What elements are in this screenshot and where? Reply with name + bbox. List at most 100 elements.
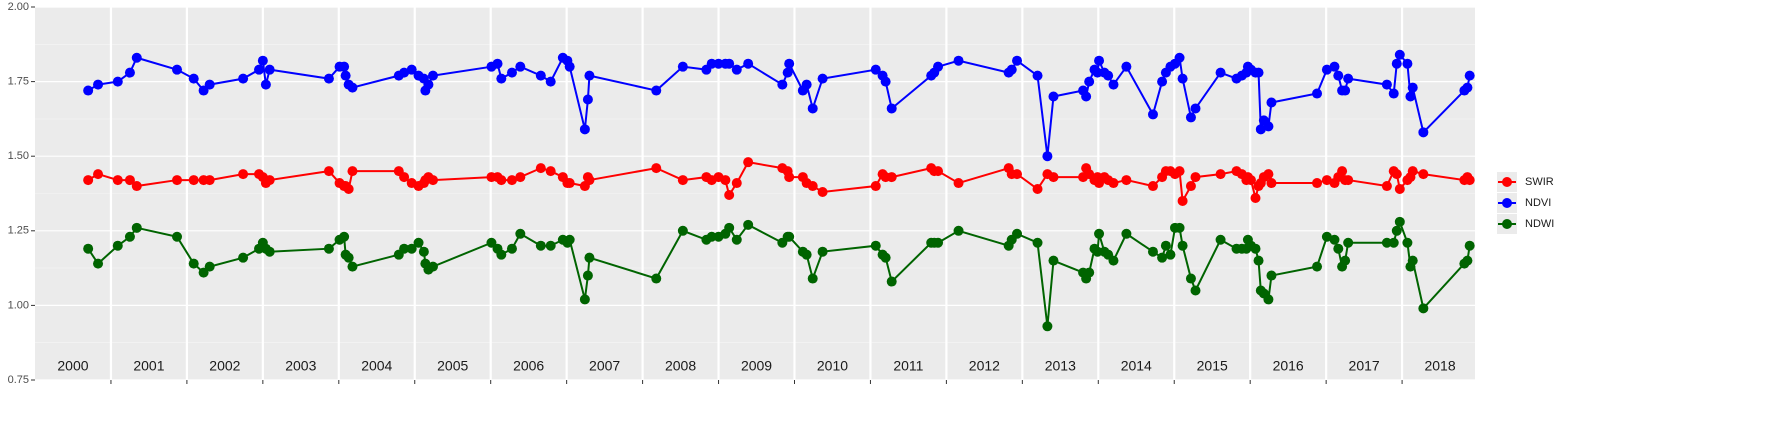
point <box>651 85 662 96</box>
point <box>112 76 123 87</box>
point <box>260 79 271 90</box>
year-label: 2005 <box>437 358 468 374</box>
point <box>418 246 429 257</box>
point <box>886 276 897 287</box>
point <box>1174 52 1185 63</box>
point <box>1312 261 1323 272</box>
point <box>1321 175 1332 186</box>
point <box>564 234 575 245</box>
point <box>93 169 104 180</box>
legend-point <box>1502 219 1512 229</box>
point <box>1407 166 1418 177</box>
point <box>204 175 215 186</box>
point <box>323 73 334 84</box>
point <box>584 175 595 186</box>
point <box>724 58 735 69</box>
point <box>1340 85 1351 96</box>
series <box>83 157 1475 206</box>
point <box>347 261 358 272</box>
point <box>1329 61 1340 72</box>
point <box>1165 249 1176 260</box>
point <box>1407 82 1418 93</box>
point <box>1253 255 1264 266</box>
point <box>777 79 788 90</box>
point <box>731 64 742 75</box>
point <box>731 234 742 245</box>
point <box>817 246 828 257</box>
point <box>131 222 142 233</box>
point <box>506 67 517 78</box>
point <box>535 240 546 251</box>
point <box>124 231 135 242</box>
year-label: 2015 <box>1197 358 1228 374</box>
point <box>1042 321 1053 332</box>
point <box>1084 267 1095 278</box>
point <box>677 225 688 236</box>
year-label: 2014 <box>1121 358 1152 374</box>
point <box>807 181 818 192</box>
point <box>1185 112 1196 123</box>
point <box>584 252 595 263</box>
point <box>340 70 351 81</box>
point <box>1394 49 1405 60</box>
point <box>1006 64 1017 75</box>
point <box>1253 67 1264 78</box>
point <box>1381 237 1392 248</box>
point <box>427 70 438 81</box>
point <box>953 178 964 189</box>
point <box>399 67 410 78</box>
point <box>1388 88 1399 99</box>
year-label: 2000 <box>57 358 88 374</box>
point <box>743 157 754 168</box>
point <box>1032 184 1043 195</box>
point <box>131 181 142 192</box>
point <box>492 58 503 69</box>
point <box>496 175 507 186</box>
point <box>564 61 575 72</box>
point <box>343 184 354 195</box>
point <box>1190 172 1201 183</box>
point <box>713 58 724 69</box>
point <box>1337 166 1348 177</box>
year-label: 2002 <box>209 358 240 374</box>
y-tick-label: 1.50 <box>8 150 29 162</box>
point <box>1103 70 1114 81</box>
point <box>1215 169 1226 180</box>
point <box>677 175 688 186</box>
point <box>515 228 526 239</box>
point <box>238 73 249 84</box>
year-label: 2011 <box>893 358 923 374</box>
point <box>807 273 818 284</box>
point <box>1263 121 1274 132</box>
year-label: 2006 <box>513 358 544 374</box>
point <box>1032 237 1043 248</box>
point <box>801 79 812 90</box>
point <box>172 64 183 75</box>
point <box>124 175 135 186</box>
point <box>347 166 358 177</box>
point <box>506 243 517 254</box>
point <box>1215 67 1226 78</box>
y-tick-label: 1.00 <box>8 299 29 311</box>
point <box>515 172 526 183</box>
point <box>406 243 417 254</box>
point <box>579 124 590 135</box>
point <box>582 94 593 105</box>
point <box>1121 175 1132 186</box>
point <box>112 175 123 186</box>
point <box>1177 73 1188 84</box>
point <box>1381 181 1392 192</box>
point <box>651 163 662 174</box>
legend-point <box>1502 177 1512 187</box>
point <box>584 70 595 81</box>
point <box>953 225 964 236</box>
point <box>743 219 754 230</box>
point <box>1263 294 1274 305</box>
point <box>1147 181 1158 192</box>
point <box>1081 91 1092 102</box>
point <box>720 175 731 186</box>
point <box>399 172 410 183</box>
point <box>933 237 944 248</box>
point <box>1084 76 1095 87</box>
